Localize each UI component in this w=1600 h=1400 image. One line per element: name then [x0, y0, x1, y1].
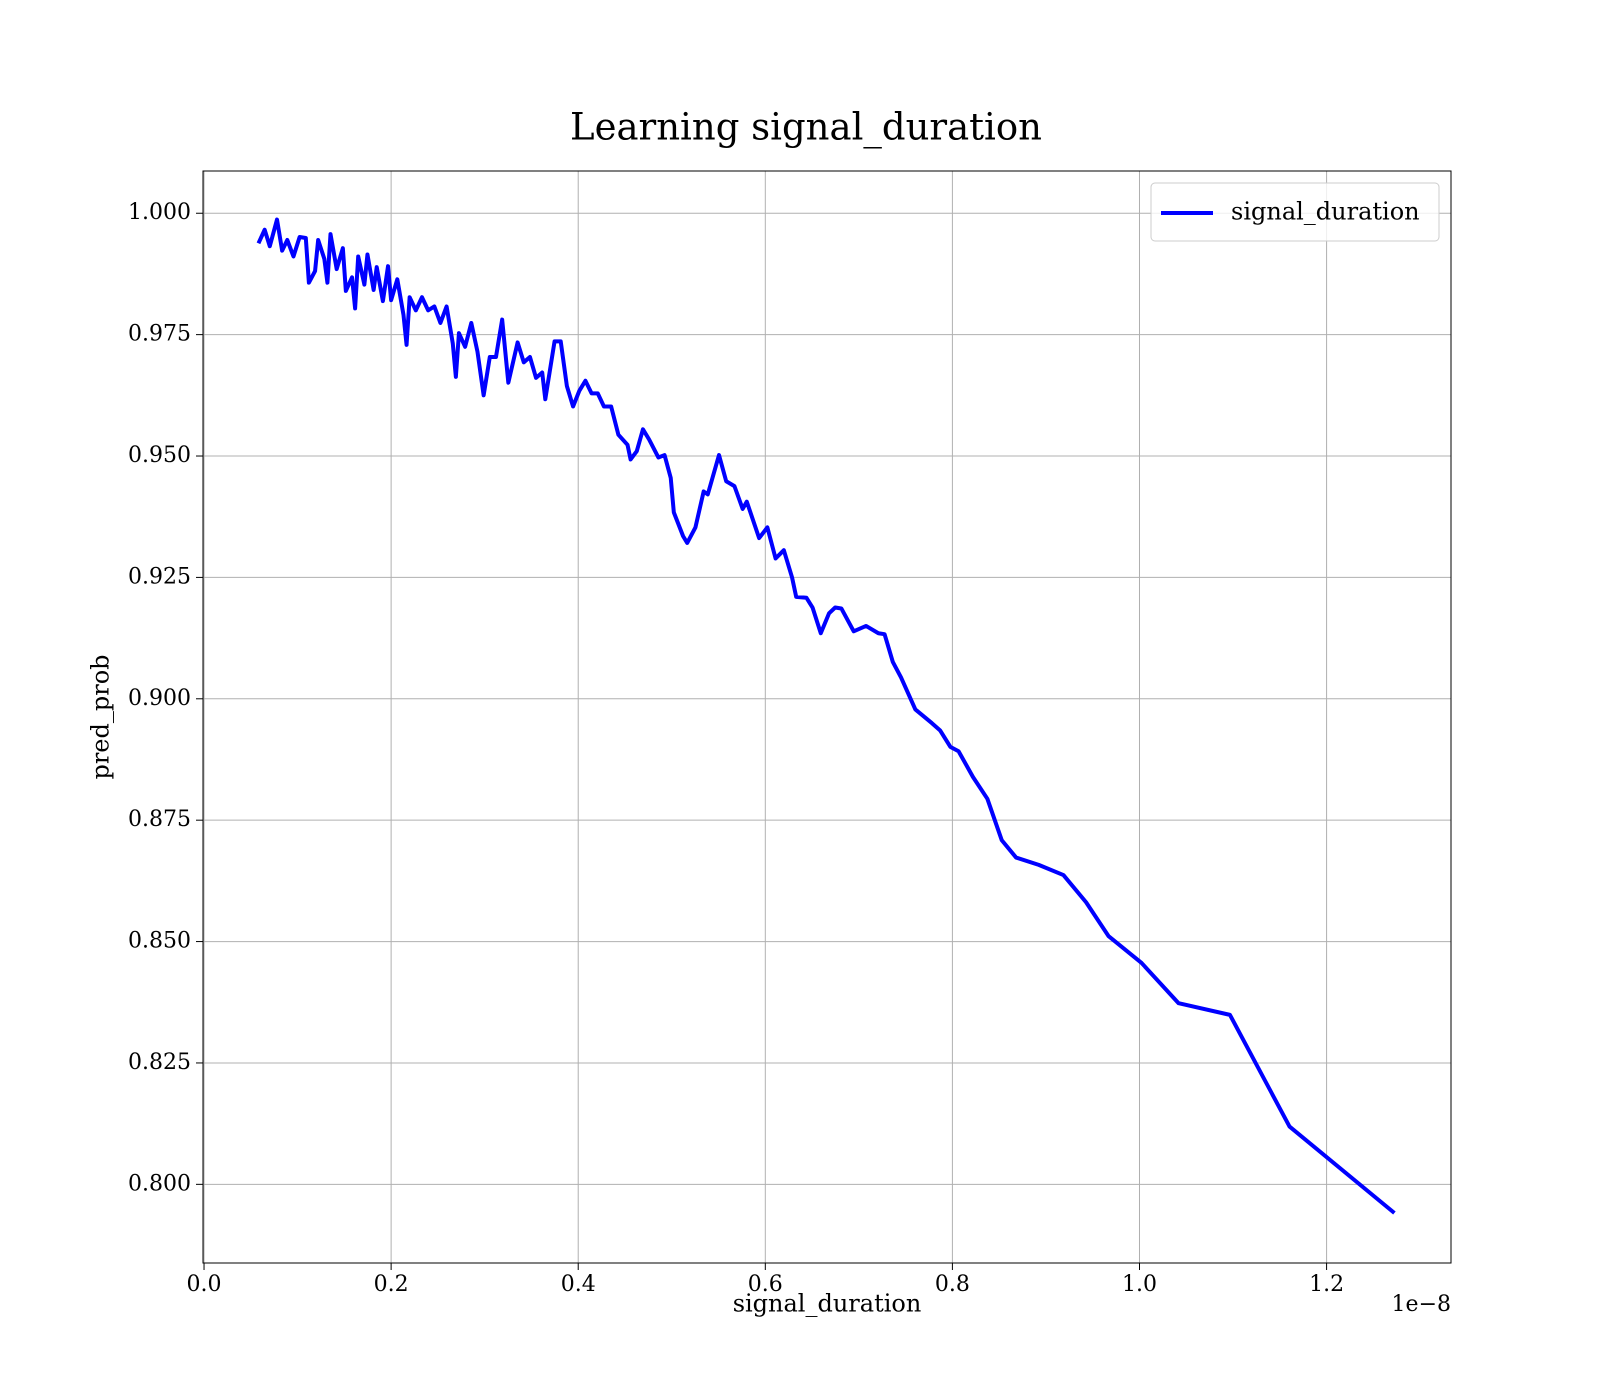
- y-tick-label: 0.975: [128, 322, 191, 347]
- y-tick-label: 0.900: [128, 686, 191, 711]
- x-tick-label: 0.0: [187, 1272, 222, 1297]
- y-axis-label: pred_prob: [87, 654, 115, 779]
- x-tick-label: 0.6: [748, 1272, 783, 1297]
- chart-title: Learning signal_duration: [570, 106, 1042, 150]
- legend-box: [1150, 182, 1440, 242]
- plot-frame: [202, 170, 1452, 1264]
- y-tick-label: 0.950: [128, 443, 191, 468]
- x-offset-text: 1e−8: [1392, 1292, 1451, 1317]
- y-tick-label: 0.875: [128, 807, 191, 832]
- legend-label: signal_duration: [1231, 198, 1420, 226]
- x-tick-label: 0.2: [374, 1272, 409, 1297]
- x-tick-label: 1.0: [1122, 1272, 1157, 1297]
- y-tick-label: 0.925: [128, 564, 191, 589]
- x-tick-label: 1.2: [1309, 1272, 1344, 1297]
- x-axis-label: signal_duration: [733, 1290, 922, 1318]
- data-line: [256, 217, 1396, 1215]
- y-tick-label: 0.850: [128, 929, 191, 954]
- y-tick-label: 0.800: [128, 1171, 191, 1196]
- y-tick-label: 1.000: [128, 200, 191, 225]
- y-tick-label: 0.825: [128, 1050, 191, 1075]
- x-tick-label: 0.4: [561, 1272, 596, 1297]
- x-tick-label: 0.8: [935, 1272, 970, 1297]
